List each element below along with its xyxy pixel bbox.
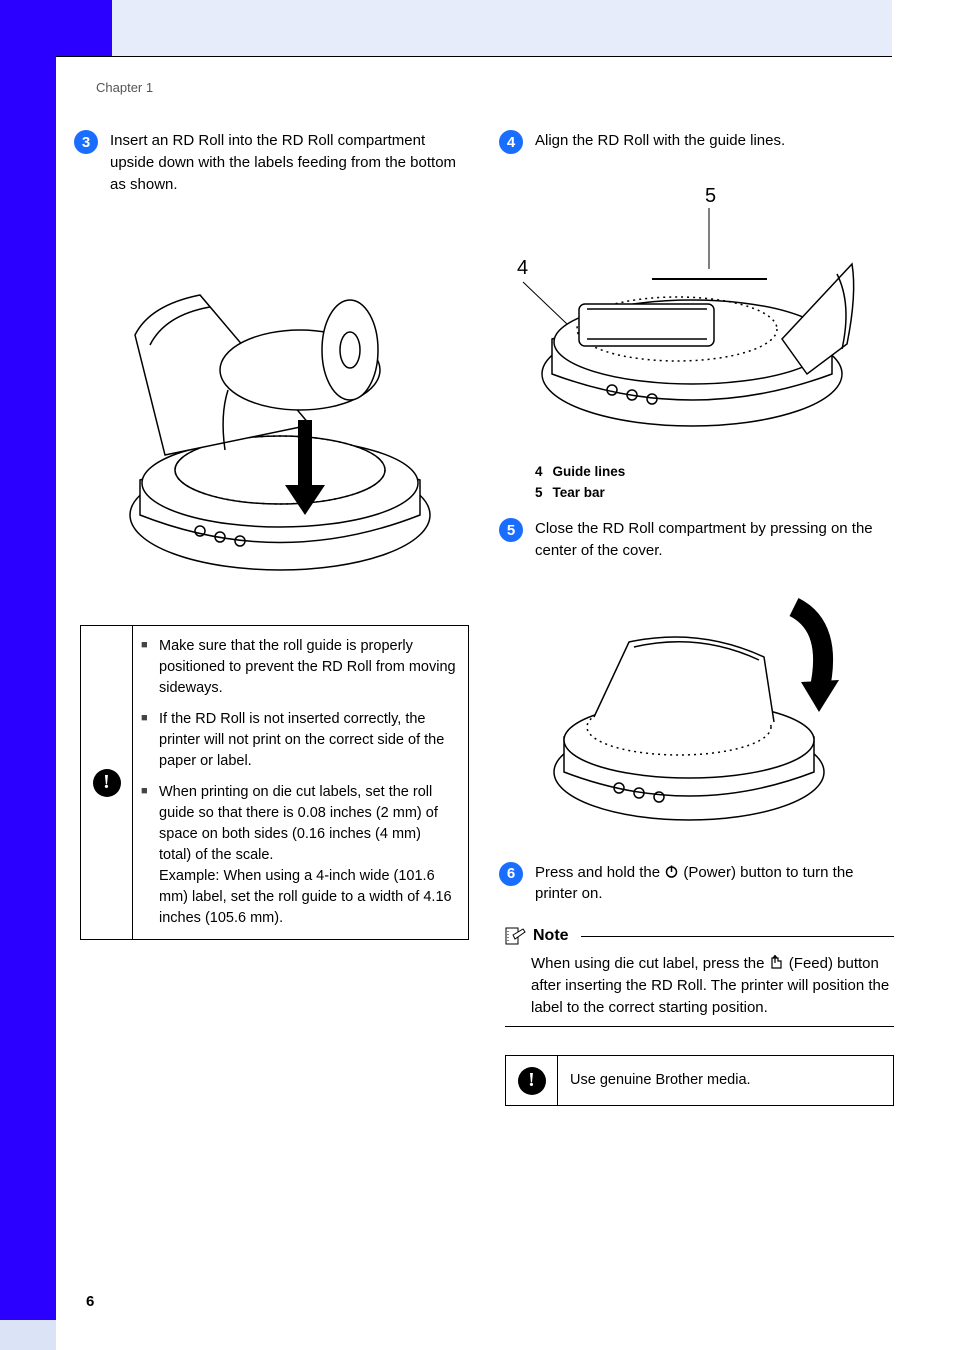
- page-number: 6: [86, 1293, 94, 1310]
- note-title: Note: [533, 927, 569, 945]
- legend-label: Guide lines: [553, 464, 626, 479]
- power-icon: [664, 864, 679, 879]
- left-column: 3 Insert an RD Roll into the RD Roll com…: [74, 130, 469, 1106]
- corner-tab: [56, 0, 112, 56]
- step-3: 3 Insert an RD Roll into the RD Roll com…: [74, 130, 469, 195]
- step-6-before: Press and hold the: [535, 864, 664, 881]
- caution-icon: !: [93, 769, 121, 797]
- callout-5: 5: [705, 185, 716, 207]
- step-3-text: Insert an RD Roll into the RD Roll compa…: [110, 130, 469, 195]
- side-tab: [0, 0, 56, 1350]
- legend-num: 5: [535, 485, 543, 500]
- note-body: When using die cut label, press the (Fee…: [505, 945, 894, 1027]
- caution-item: If the RD Roll is not inserted correctly…: [141, 709, 456, 772]
- step-number-3: 3: [74, 130, 98, 154]
- feed-icon: [769, 955, 785, 970]
- legend-num: 4: [535, 464, 543, 479]
- caution-box: ! Make sure that the roll guide is prope…: [80, 625, 469, 940]
- step-4-text: Align the RD Roll with the guide lines.: [535, 130, 894, 154]
- right-column: 4 Align the RD Roll with the guide lines…: [499, 130, 894, 1106]
- caution-item: When printing on die cut labels, set the…: [141, 782, 456, 929]
- step-6-text: Press and hold the (Power) button to tur…: [535, 862, 894, 906]
- legend-row: 4 Guide lines: [535, 464, 894, 479]
- caution-icon-cell: !: [81, 626, 133, 939]
- note-icon: [505, 927, 527, 945]
- figure-legend: 4 Guide lines 5 Tear bar: [535, 464, 894, 500]
- caution-icon: !: [518, 1067, 546, 1095]
- step-5: 5 Close the RD Roll compartment by press…: [499, 518, 894, 562]
- figure-insert-roll: [110, 215, 469, 595]
- legend-label: Tear bar: [553, 485, 605, 500]
- figure-align-roll: 4 5: [507, 174, 894, 444]
- figure-close-cover: [539, 582, 894, 842]
- legend-row: 5 Tear bar: [535, 485, 894, 500]
- caution-body: Make sure that the roll guide is properl…: [133, 626, 468, 939]
- step-5-text: Close the RD Roll compartment by pressin…: [535, 518, 894, 562]
- step-number-5: 5: [499, 518, 523, 542]
- callout-4: 4: [517, 257, 528, 279]
- media-notice-text: Use genuine Brother media.: [558, 1056, 893, 1105]
- media-notice-box: ! Use genuine Brother media.: [505, 1055, 894, 1106]
- side-tab-foot: [0, 1320, 56, 1350]
- step-number-4: 4: [499, 130, 523, 154]
- chapter-label: Chapter 1: [96, 80, 153, 95]
- caution-icon-cell: !: [506, 1056, 558, 1105]
- step-6: 6 Press and hold the (Power) button to t…: [499, 862, 894, 906]
- note-rule: [581, 936, 894, 937]
- caution-item: Make sure that the roll guide is properl…: [141, 636, 456, 699]
- header-band: [56, 0, 892, 56]
- header-rule: [56, 56, 892, 57]
- step-number-6: 6: [499, 862, 523, 886]
- step-4: 4 Align the RD Roll with the guide lines…: [499, 130, 894, 154]
- note-before: When using die cut label, press the: [531, 955, 769, 972]
- note-block: Note When using die cut label, press the…: [505, 927, 894, 1027]
